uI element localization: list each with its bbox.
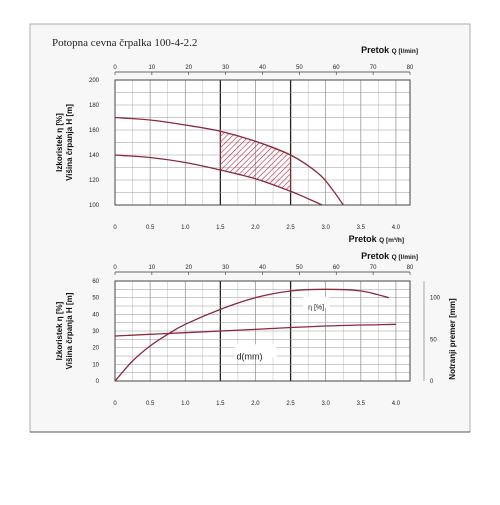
series-line-0 bbox=[115, 116, 344, 205]
bottom-tick-label: 0.5 bbox=[146, 225, 155, 231]
top-tick-label: 30 bbox=[222, 265, 229, 271]
bottom-tick-label: 4.0 bbox=[392, 225, 401, 231]
top-axis-unit: Q [l/min] bbox=[392, 48, 418, 55]
bottom-tick-label: 1.5 bbox=[216, 225, 225, 231]
bottom-tick-label: 3.5 bbox=[357, 401, 366, 407]
bottom-tick-label: 3.5 bbox=[357, 225, 366, 231]
y-tick-label: 100 bbox=[89, 203, 100, 209]
top-tick-label: 10 bbox=[149, 265, 156, 271]
top-tick-label: 40 bbox=[259, 265, 266, 271]
y-axis-label-1: Višina črpanja H [m] bbox=[65, 292, 74, 369]
bottom-tick-label: 1.0 bbox=[181, 401, 190, 407]
bottom-tick-label: 3.0 bbox=[322, 401, 331, 407]
top-axis-label: Pretok bbox=[361, 251, 392, 261]
top-axis-unit: Q [l/min] bbox=[392, 254, 418, 261]
top-chart: 0 10 20 30 40 50 60 70 80 Pretok Q [l/min] 0 0.5 1.0… bbox=[55, 45, 418, 244]
chart-title: Potopna cevna črpalka 100-4-2.2 bbox=[52, 37, 197, 49]
top-tick-label: 80 bbox=[407, 265, 414, 271]
plot-frame bbox=[114, 79, 411, 206]
top-tick-label: 0 bbox=[113, 265, 117, 271]
y-axis-label-0: Izkoristek η [%] bbox=[55, 113, 64, 172]
top-axis-label: Pretok bbox=[361, 45, 392, 55]
bottom-chart: η [%] d(mm) 0 10 20 30 40 50 60 70 80 Pretok Q [l/m… bbox=[55, 251, 457, 407]
top-tick-label: 70 bbox=[370, 65, 377, 71]
bottom-tick-label: 2.0 bbox=[251, 401, 260, 407]
y-tick-label: 20 bbox=[92, 346, 99, 352]
y-tick-label: 50 bbox=[92, 296, 99, 302]
y-tick-label: 140 bbox=[89, 153, 100, 159]
y-tick-label: 30 bbox=[92, 329, 99, 335]
plot-frame bbox=[114, 280, 411, 382]
y-axis-label-0: Izkoristek η [%] bbox=[55, 301, 64, 360]
y-tick-label: 0 bbox=[96, 379, 100, 385]
right-tick-label: 100 bbox=[430, 296, 441, 302]
bottom-tick-label: 2.5 bbox=[286, 225, 295, 231]
y-tick-label: 180 bbox=[89, 103, 100, 109]
bottom-axis-label: Pretok bbox=[349, 234, 380, 244]
right-tick-label: 50 bbox=[430, 337, 437, 343]
bottom-axis-title: Pretok Q [m³/h] bbox=[349, 234, 404, 244]
series-line-1 bbox=[115, 323, 396, 337]
bottom-tick-label: 4.0 bbox=[392, 401, 401, 407]
bottom-tick-label: 0 bbox=[113, 225, 117, 231]
bottom-tick-label: 2.0 bbox=[251, 225, 260, 231]
bottom-tick-label: 2.5 bbox=[286, 401, 295, 407]
top-tick-label: 30 bbox=[222, 65, 229, 71]
top-tick-label: 80 bbox=[407, 65, 414, 71]
eta-label-bg bbox=[303, 296, 330, 308]
top-tick-label: 50 bbox=[296, 265, 303, 271]
top-axis-title: Pretok Q [l/min] bbox=[361, 45, 418, 55]
top-tick-label: 10 bbox=[149, 65, 156, 71]
series-line-0 bbox=[115, 288, 390, 381]
top-axis-title: Pretok Q [l/min] bbox=[361, 251, 418, 261]
y-tick-label: 120 bbox=[89, 178, 100, 184]
bottom-axis-unit: Q [m³/h] bbox=[379, 237, 404, 244]
y-tick-label: 160 bbox=[89, 128, 100, 134]
y-tick-label: 10 bbox=[92, 362, 99, 368]
top-tick-label: 60 bbox=[333, 265, 340, 271]
y-tick-label: 60 bbox=[92, 279, 99, 285]
right-axis-label: Notranji premer [mm] bbox=[448, 298, 457, 380]
top-tick-label: 70 bbox=[370, 265, 377, 271]
y-tick-label: 200 bbox=[89, 78, 100, 84]
top-tick-label: 40 bbox=[259, 65, 266, 71]
right-tick-label: 0 bbox=[430, 379, 434, 385]
bottom-tick-label: 1.5 bbox=[216, 401, 225, 407]
series-label-eta: η [%] bbox=[308, 304, 324, 311]
top-tick-label: 60 bbox=[333, 65, 340, 71]
top-tick-label: 20 bbox=[185, 265, 192, 271]
bottom-tick-label: 0.5 bbox=[146, 401, 155, 407]
bottom-tick-label: 3.0 bbox=[322, 225, 331, 231]
d-label-bg bbox=[234, 344, 277, 358]
top-tick-label: 50 bbox=[296, 65, 303, 71]
top-tick-label: 0 bbox=[113, 65, 117, 71]
series-line-1 bbox=[115, 154, 323, 205]
bottom-tick-label: 1.0 bbox=[181, 225, 190, 231]
series-label-d: d(mm) bbox=[237, 351, 263, 361]
y-tick-label: 40 bbox=[92, 312, 99, 318]
y-axis-label-1: Višina črpanja H [m] bbox=[65, 104, 74, 181]
bottom-tick-label: 0 bbox=[113, 401, 117, 407]
top-tick-label: 20 bbox=[185, 65, 192, 71]
